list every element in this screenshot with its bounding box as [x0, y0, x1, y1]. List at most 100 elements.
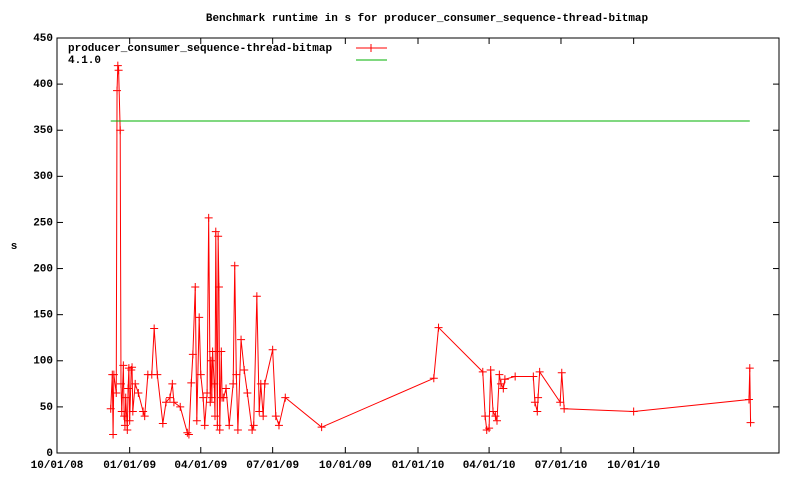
point-marker [744, 395, 753, 404]
point-marker [281, 393, 290, 402]
point-marker [207, 393, 216, 402]
point-marker [317, 423, 326, 432]
point-marker [486, 366, 495, 374]
point-marker [153, 370, 162, 379]
point-marker [556, 398, 565, 407]
point-marker [116, 126, 125, 135]
point-marker [225, 421, 234, 430]
point-marker [529, 372, 538, 381]
x-tick-label: 01/01/10 [392, 460, 445, 472]
point-marker [131, 379, 140, 388]
point-marker [511, 372, 520, 381]
point-marker [495, 370, 504, 379]
point-marker [121, 393, 130, 402]
x-tick-label: 04/01/10 [463, 460, 516, 472]
point-marker [530, 398, 539, 407]
point-marker [557, 368, 566, 377]
point-marker [215, 425, 224, 434]
point-marker [219, 393, 228, 402]
point-marker [478, 367, 487, 376]
point-marker [125, 416, 134, 425]
point-marker [116, 379, 125, 388]
point-marker [187, 378, 196, 387]
point-marker [252, 292, 261, 301]
point-marker [259, 412, 268, 421]
x-tick-label: 07/01/09 [246, 460, 299, 472]
point-marker [113, 86, 122, 95]
point-marker [119, 361, 128, 370]
point-marker [139, 407, 148, 416]
point-marker [128, 363, 137, 372]
point-marker [249, 421, 258, 430]
point-marker [491, 412, 500, 421]
point-marker [188, 350, 197, 359]
point-marker [217, 347, 226, 356]
point-marker [184, 430, 193, 439]
point-marker [214, 232, 223, 241]
x-tick-label: 10/01/09 [319, 460, 372, 472]
y-tick-label: 150 [33, 310, 53, 322]
point-marker [165, 393, 174, 402]
x-tick-label: 10/01/10 [607, 460, 660, 472]
point-marker [210, 412, 219, 421]
x-tick-label: 10/01/08 [31, 460, 84, 472]
point-marker [746, 418, 755, 427]
point-marker [429, 374, 438, 383]
point-marker [120, 412, 129, 421]
point-marker [208, 347, 217, 356]
point-marker [233, 425, 242, 434]
point-marker [117, 407, 126, 416]
x-tick-label: 04/01/09 [174, 460, 227, 472]
point-marker [169, 398, 178, 407]
point-marker [196, 370, 205, 379]
y-tick-label: 250 [33, 217, 53, 229]
point-marker [199, 393, 208, 402]
point-marker [200, 421, 209, 430]
point-marker [124, 384, 133, 393]
point-marker [535, 367, 544, 376]
point-marker [481, 412, 490, 421]
point-marker [176, 402, 185, 411]
y-tick-label: 400 [33, 79, 53, 91]
point-marker [191, 283, 200, 291]
x-tick-label: 01/01/09 [103, 460, 156, 472]
y-tick-label: 0 [46, 448, 53, 460]
point-marker [109, 430, 118, 439]
y-tick-label: 450 [33, 33, 53, 45]
point-marker [222, 384, 231, 393]
point-marker [195, 313, 204, 322]
point-marker [629, 407, 638, 416]
point-marker [123, 425, 132, 434]
point-marker [109, 370, 118, 379]
point-marker [158, 419, 167, 428]
plot-frame [56, 37, 780, 454]
point-marker [134, 389, 143, 398]
point-marker [213, 421, 222, 430]
y-axis-label: s [11, 241, 18, 253]
point-marker [150, 324, 159, 333]
y-tick-label: 50 [40, 402, 53, 414]
point-marker [112, 389, 121, 398]
point-marker [232, 370, 241, 379]
point-marker [268, 345, 277, 354]
point-marker [229, 379, 238, 388]
point-marker [206, 398, 215, 407]
point-marker [500, 375, 509, 384]
legend-label: 4.1.0 [68, 55, 101, 67]
point-marker [203, 389, 212, 398]
point-marker [274, 421, 283, 430]
point-marker [114, 66, 123, 75]
point-marker [492, 416, 501, 425]
x-tick-label: 07/01/10 [535, 460, 588, 472]
point-marker [560, 404, 569, 413]
point-marker [237, 335, 246, 344]
y-tick-label: 100 [33, 356, 53, 368]
point-marker [533, 407, 542, 416]
point-marker [745, 364, 754, 373]
point-marker [240, 366, 249, 374]
point-marker [243, 389, 252, 398]
point-marker [168, 379, 177, 388]
y-tick-label: 200 [33, 263, 53, 275]
